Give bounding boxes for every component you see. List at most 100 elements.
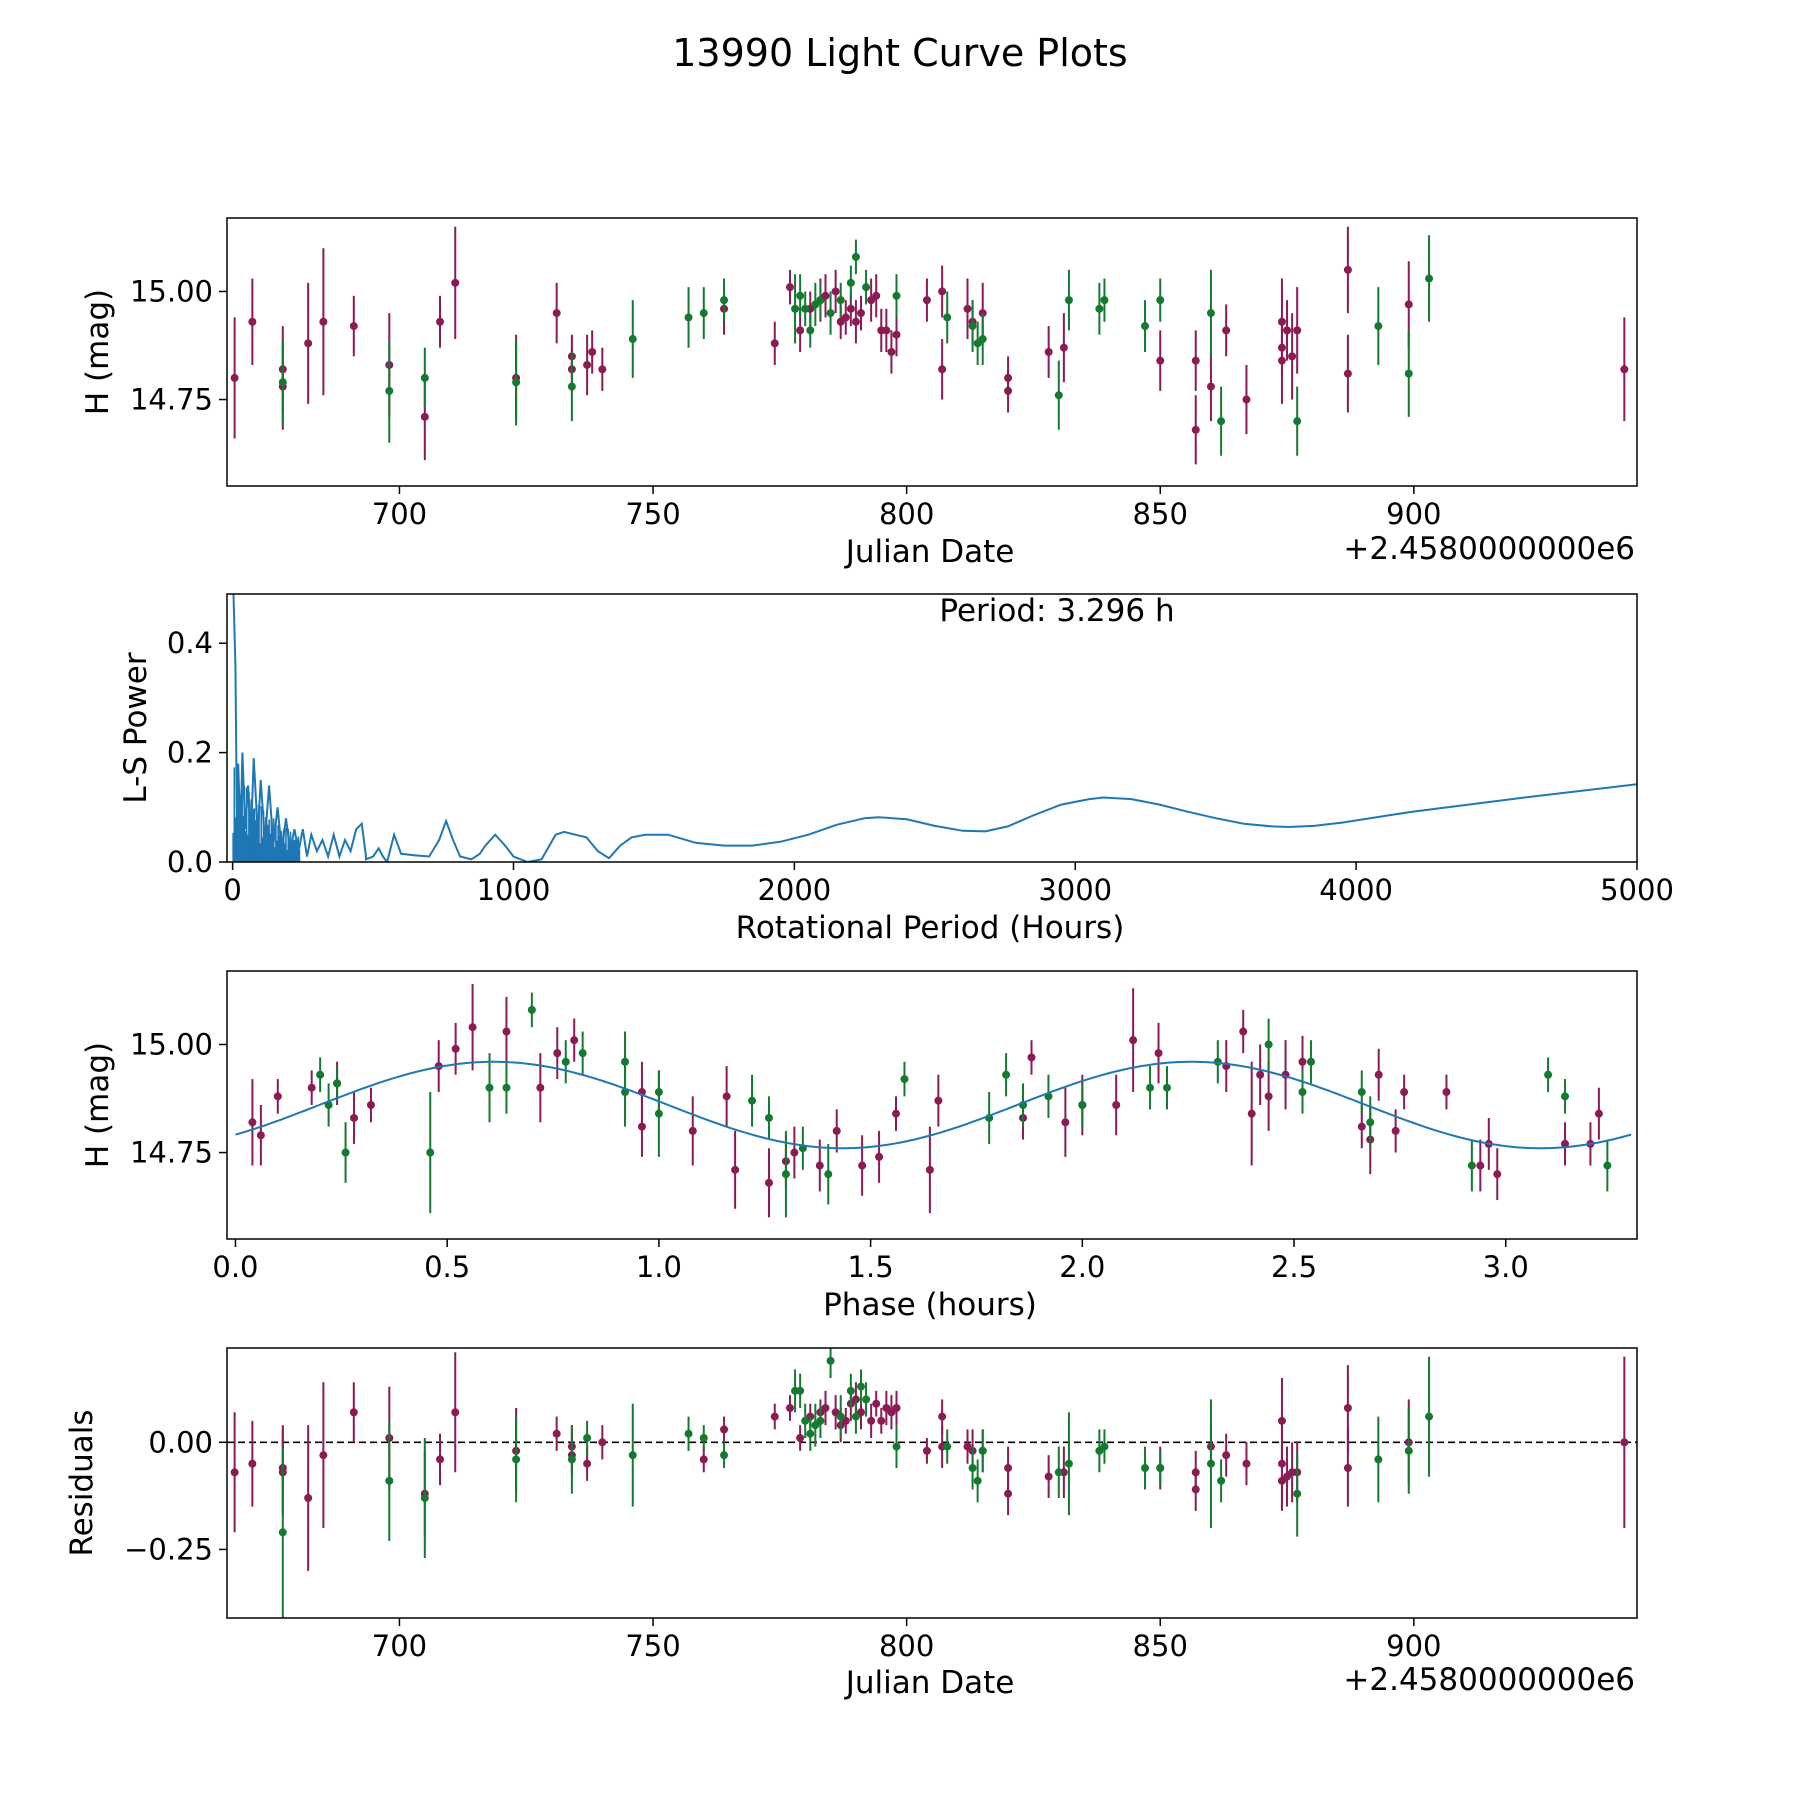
data-point bbox=[699, 1455, 708, 1464]
data-point bbox=[781, 1170, 790, 1179]
data-point bbox=[1064, 296, 1073, 305]
data-point bbox=[846, 304, 855, 313]
data-point bbox=[1264, 1092, 1273, 1101]
data-point bbox=[731, 1165, 740, 1174]
data-point bbox=[1100, 1442, 1109, 1451]
data-point bbox=[451, 1408, 460, 1417]
data-point bbox=[420, 373, 429, 382]
data-point bbox=[872, 1399, 881, 1408]
data-point bbox=[938, 287, 947, 296]
data-point bbox=[1404, 1446, 1413, 1455]
data-point bbox=[578, 1049, 587, 1058]
data-point bbox=[1561, 1092, 1570, 1101]
x-tick-label: 3.0 bbox=[1483, 1250, 1529, 1284]
data-point bbox=[319, 317, 328, 326]
data-point bbox=[385, 1476, 394, 1485]
data-point bbox=[1374, 1455, 1383, 1464]
data-point bbox=[1078, 1101, 1087, 1109]
data-point bbox=[943, 313, 952, 322]
phase-ylabel: H (mag) bbox=[80, 1042, 116, 1168]
x-tick-label: 0.5 bbox=[424, 1250, 470, 1284]
data-point bbox=[628, 335, 637, 344]
data-point bbox=[1374, 1070, 1383, 1079]
data-point bbox=[943, 1442, 952, 1451]
data-point bbox=[796, 1434, 805, 1442]
data-point bbox=[1343, 265, 1352, 274]
data-point bbox=[512, 378, 521, 387]
x-tick-label: 800 bbox=[879, 497, 934, 531]
data-point bbox=[1217, 1476, 1226, 1485]
data-point bbox=[304, 339, 313, 348]
data-point bbox=[1620, 365, 1629, 374]
data-point bbox=[699, 1434, 708, 1442]
data-point bbox=[1146, 1083, 1155, 1092]
data-point bbox=[1343, 1464, 1352, 1472]
data-point bbox=[785, 1404, 794, 1412]
x-tick-label: 0.0 bbox=[212, 1250, 258, 1284]
light-curve-frame bbox=[226, 217, 1638, 487]
light-curve-xlabel: Julian Date bbox=[844, 534, 1015, 570]
periodogram-ylabel: L-S Power bbox=[118, 652, 154, 803]
period-annotation: Period: 3.296 h bbox=[939, 593, 1174, 629]
data-point bbox=[256, 1131, 265, 1140]
data-point bbox=[785, 283, 794, 292]
data-point bbox=[1217, 417, 1226, 426]
data-point bbox=[875, 1152, 884, 1161]
data-point bbox=[836, 296, 845, 305]
data-point bbox=[1239, 1027, 1248, 1036]
data-point bbox=[806, 326, 815, 335]
data-point bbox=[385, 386, 394, 395]
data-point bbox=[278, 1528, 287, 1537]
data-point bbox=[816, 296, 825, 305]
data-point bbox=[851, 317, 860, 326]
data-point bbox=[722, 1092, 731, 1101]
x-tick-label: 700 bbox=[372, 1629, 427, 1663]
data-point bbox=[791, 304, 800, 313]
data-point bbox=[1277, 343, 1286, 352]
data-point bbox=[583, 1434, 592, 1442]
data-point bbox=[1357, 1122, 1366, 1131]
data-point bbox=[968, 1464, 977, 1472]
data-point bbox=[1163, 1083, 1171, 1092]
data-point bbox=[1425, 1412, 1434, 1421]
light-curve-offset-label: +2.4580000000e6 bbox=[1343, 531, 1635, 567]
x-tick-label: 2000 bbox=[757, 873, 831, 907]
data-point bbox=[1191, 1468, 1200, 1477]
data-point bbox=[856, 1382, 865, 1391]
phase-xlabel: Phase (hours) bbox=[823, 1287, 1037, 1323]
x-tick-label: 2.5 bbox=[1271, 1250, 1317, 1284]
data-point bbox=[502, 1027, 511, 1036]
data-point bbox=[856, 309, 865, 318]
data-point bbox=[824, 1170, 833, 1179]
data-point bbox=[1141, 322, 1150, 331]
data-point bbox=[688, 1126, 697, 1135]
periodogram-panel: 0 1000 2000 3000 4000 5000 0.0 0.2 0.4 Period: 3… bbox=[118, 593, 1674, 946]
data-point bbox=[1343, 1404, 1352, 1412]
data-point bbox=[1293, 1489, 1302, 1498]
data-point bbox=[1283, 326, 1292, 335]
data-point bbox=[561, 1057, 570, 1066]
data-point bbox=[968, 322, 977, 331]
data-point bbox=[350, 1113, 359, 1122]
data-point bbox=[1191, 425, 1200, 434]
data-point bbox=[1156, 296, 1165, 305]
data-point bbox=[341, 1148, 350, 1157]
x-tick-label: 900 bbox=[1386, 497, 1441, 531]
data-point bbox=[892, 1442, 901, 1451]
periodogram-ticks: 0 1000 2000 3000 4000 5000 0.0 0.2 0.4 bbox=[167, 626, 1674, 907]
data-point bbox=[846, 278, 855, 287]
data-point bbox=[1404, 300, 1413, 309]
data-point bbox=[1242, 1459, 1251, 1468]
data-point bbox=[1004, 1464, 1013, 1472]
data-point bbox=[451, 278, 460, 287]
data-point bbox=[1293, 326, 1302, 335]
data-point bbox=[938, 365, 947, 374]
residuals-panel: 700 750 800 850 900 −0.25 0.00 Julian Date +2.… bbox=[64, 1347, 1638, 1701]
data-point bbox=[583, 1459, 592, 1468]
data-point bbox=[1603, 1161, 1612, 1170]
data-point bbox=[1044, 1472, 1053, 1481]
data-point bbox=[1366, 1118, 1375, 1127]
data-point bbox=[570, 1036, 579, 1045]
y-tick-label: 15.00 bbox=[130, 1027, 213, 1061]
data-point bbox=[1594, 1109, 1603, 1118]
